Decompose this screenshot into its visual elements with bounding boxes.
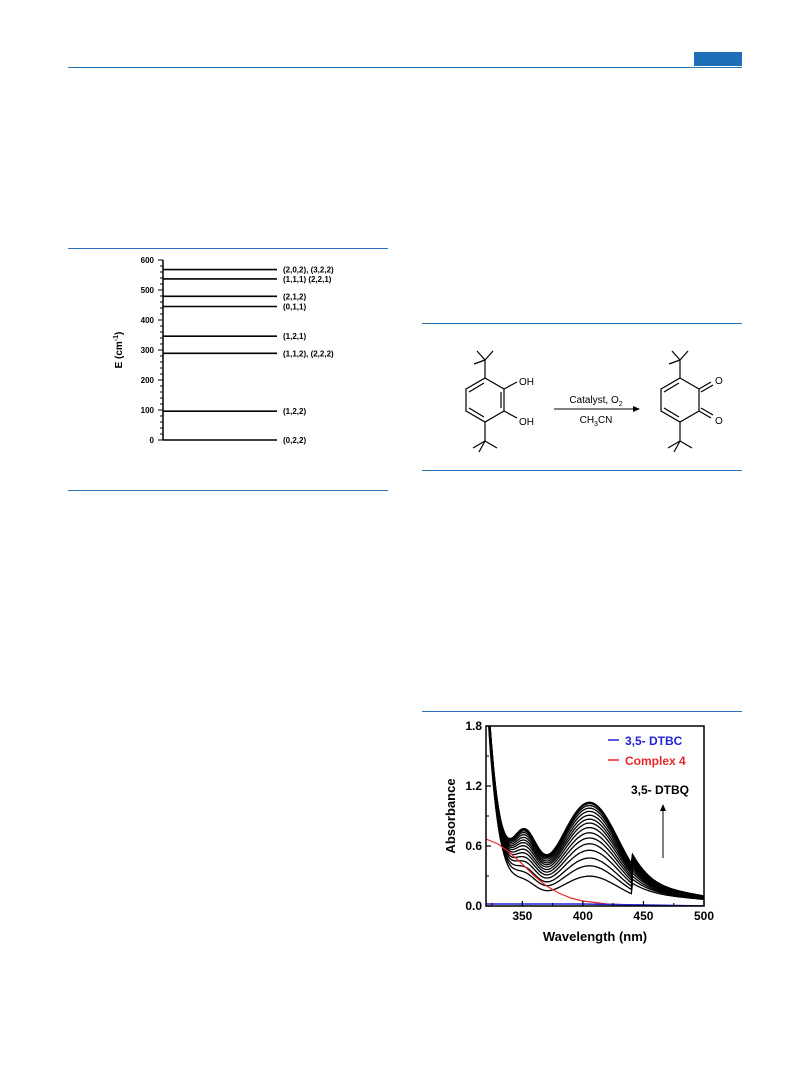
catechol-structure bbox=[465, 350, 518, 453]
energy-level-label: (0,2,2) bbox=[283, 436, 306, 445]
arrow-condition-top: Catalyst, O2 bbox=[569, 395, 622, 408]
oh-label-top: OH bbox=[519, 377, 534, 388]
oh-label-bottom: OH bbox=[519, 417, 534, 428]
dtbq-spectrum bbox=[488, 726, 704, 899]
energy-level-label: (0,1,1) bbox=[283, 303, 306, 312]
x-tick-label: 400 bbox=[573, 909, 593, 923]
energy-levels: (0,2,2) (1,2,2) (1,1,2), (2,2,2) (1,2,1) (0,… bbox=[163, 266, 334, 445]
energy-level-label: (1,1,1) (2,2,1) bbox=[283, 275, 332, 284]
y-tick-label: 0.0 bbox=[465, 899, 482, 913]
figure1-top-rule bbox=[68, 248, 388, 249]
increase-arrow bbox=[660, 804, 666, 858]
legend-label-complex4: Complex 4 bbox=[625, 754, 686, 768]
chart-x-axis-title: Wavelength (nm) bbox=[543, 929, 647, 944]
scheme-bottom-rule bbox=[422, 470, 742, 471]
energy-tick-label: 100 bbox=[141, 406, 155, 415]
energy-axis: 0 100 200 300 400 500 600 bbox=[141, 256, 164, 445]
quinone-structure bbox=[660, 350, 714, 453]
dtbq-spectrum bbox=[488, 726, 704, 900]
energy-level-label: (2,0,2), (3,2,2) bbox=[283, 266, 334, 275]
energy-tick-label: 0 bbox=[150, 436, 155, 445]
dtbq-spectrum bbox=[488, 726, 704, 901]
o-label-bottom: O bbox=[715, 416, 723, 427]
dtbq-spectrum bbox=[488, 726, 704, 900]
y-tick-label: 1.2 bbox=[465, 779, 482, 793]
energy-tick-label: 500 bbox=[141, 286, 155, 295]
energy-level-label: (1,2,2) bbox=[283, 407, 306, 416]
o-label-top: O bbox=[715, 376, 723, 387]
chart-axes: 350 400 450 500 0.0 0.6 1.2 1.8 bbox=[465, 719, 714, 923]
energy-tick-label: 300 bbox=[141, 346, 155, 355]
figure1-bottom-rule bbox=[68, 490, 388, 491]
y-tick-label: 1.8 bbox=[465, 719, 482, 733]
absorbance-chart: 350 400 450 500 0.0 0.6 1.2 1.8 Wavelength (nm)… bbox=[443, 719, 714, 944]
energy-tick-label: 600 bbox=[141, 256, 155, 265]
energy-level-label: (2,1,2) bbox=[283, 292, 306, 301]
legend-label-dtbc: 3,5- DTBC bbox=[625, 734, 683, 748]
header-tab bbox=[694, 52, 742, 66]
x-tick-label: 500 bbox=[694, 909, 714, 923]
energy-level-label: (1,2,1) bbox=[283, 332, 306, 341]
chart-legend: 3,5- DTBC Complex 4 bbox=[608, 734, 686, 768]
energy-tick-label: 200 bbox=[141, 376, 155, 385]
energy-axis-title: E (cm-1) bbox=[113, 332, 125, 369]
energy-tick-label: 400 bbox=[141, 316, 155, 325]
energy-level-label: (1,1,2), (2,2,2) bbox=[283, 349, 334, 358]
dtbq-series bbox=[488, 726, 704, 901]
dtbq-annotation: 3,5- DTBQ bbox=[631, 783, 689, 797]
plot-frame bbox=[485, 725, 705, 907]
x-tick-label: 450 bbox=[633, 909, 653, 923]
figure3-top-rule bbox=[422, 711, 742, 712]
scheme-top-rule bbox=[422, 323, 742, 324]
x-tick-label: 350 bbox=[512, 909, 532, 923]
header-rule bbox=[68, 67, 742, 68]
arrow-condition-bottom: CH3CN bbox=[580, 415, 613, 428]
reaction-arrow bbox=[554, 406, 640, 412]
dtbq-spectrum bbox=[489, 726, 704, 897]
y-tick-label: 0.6 bbox=[465, 839, 482, 853]
energy-level-diagram: 0 100 200 300 400 500 600 (0,2,2) (1,2,2) (1,1,2… bbox=[113, 256, 334, 445]
chart-y-axis-title: Absorbance bbox=[443, 778, 458, 853]
reaction-scheme: OH OH O O Catalyst, O2 CH3CN bbox=[465, 350, 723, 453]
